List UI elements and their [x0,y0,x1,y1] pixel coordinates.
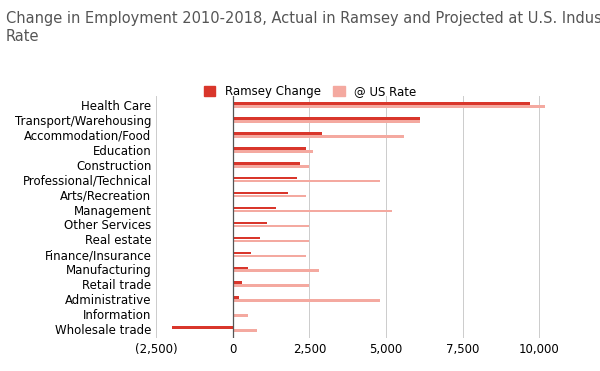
Bar [233,135,404,138]
Bar [233,180,380,183]
Bar [233,224,310,227]
Bar [233,177,297,180]
Bar [233,195,307,197]
Bar [233,252,251,254]
Bar [233,314,248,317]
Bar [233,132,322,135]
Bar [233,282,242,284]
Bar [233,269,319,272]
Text: Change in Employment 2010-2018, Actual in Ramsey and Projected at U.S. Industry
: Change in Employment 2010-2018, Actual i… [6,11,600,43]
Bar [233,299,380,302]
Bar [172,326,233,329]
Legend: Ramsey Change, @ US Rate: Ramsey Change, @ US Rate [203,85,416,98]
Bar [233,221,266,224]
Bar [233,192,288,194]
Bar [233,266,248,269]
Bar [233,237,260,239]
Bar [233,120,419,123]
Bar [233,150,313,152]
Bar [233,296,239,299]
Bar [233,285,310,287]
Bar [233,240,310,242]
Bar [233,147,307,150]
Bar [233,165,310,168]
Bar [233,117,419,120]
Bar [233,102,530,105]
Bar [233,207,276,209]
Bar [233,210,392,212]
Bar [233,105,545,108]
Bar [233,329,257,332]
Bar [233,255,307,257]
Bar [233,162,300,164]
